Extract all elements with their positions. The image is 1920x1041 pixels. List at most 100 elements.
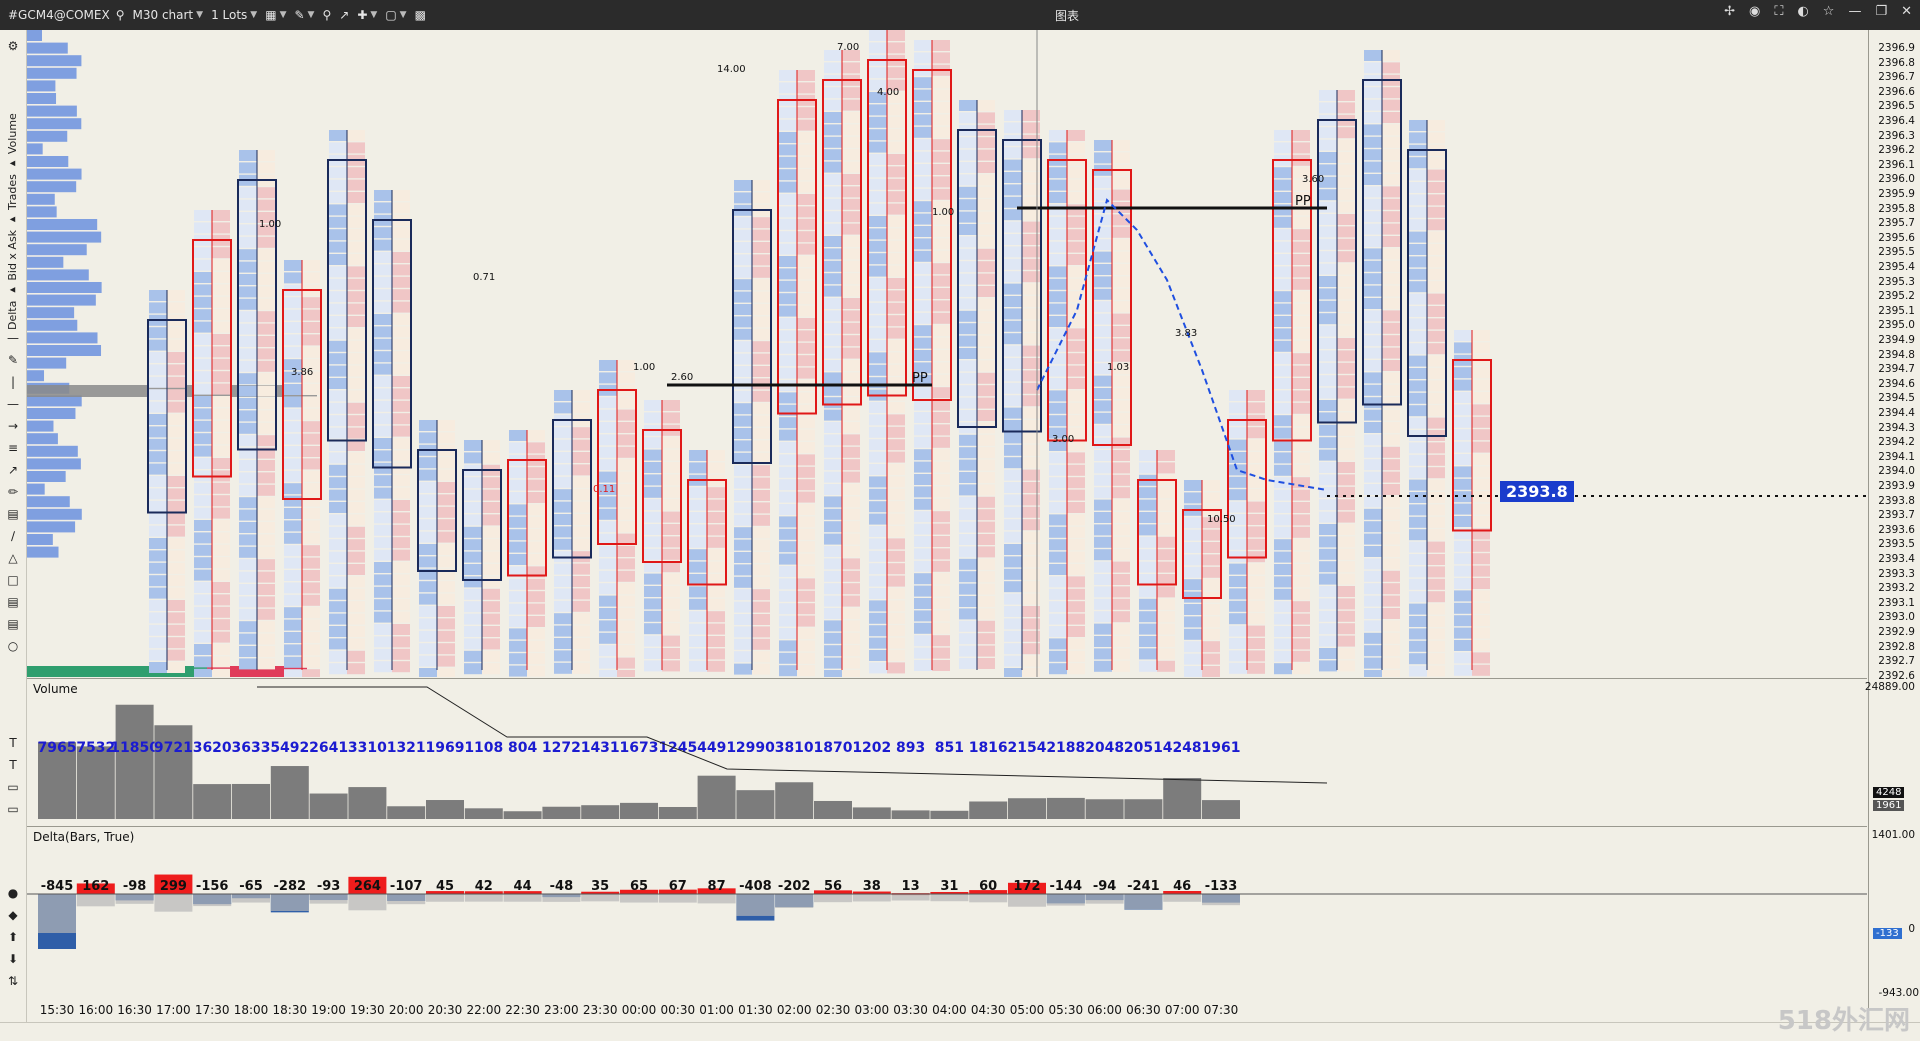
- ask-cell: [257, 298, 275, 310]
- rectangle-icon[interactable]: □: [7, 573, 19, 587]
- triangle-icon[interactable]: △: [8, 551, 18, 565]
- bid-cell: [779, 293, 797, 305]
- arrow-up-icon[interactable]: ⬆: [7, 930, 19, 944]
- trend-icon[interactable]: ↗: [7, 463, 19, 477]
- footprint-candle[interactable]: [372, 190, 412, 673]
- price-axis[interactable]: 2396.9 2396.8 2396.7 2396.6 2396.5 2396.4 2396…: [1865, 30, 1920, 1025]
- lots-selector[interactable]: 1 Lots ▼: [211, 8, 257, 22]
- footprint-candle[interactable]: [327, 130, 367, 675]
- text-icon[interactable]: T: [9, 736, 17, 750]
- footprint-candle[interactable]: [1362, 50, 1402, 681]
- fib-icon[interactable]: ≡: [7, 441, 19, 455]
- time-axis[interactable]: 15:30 16:00 16:30 17:00 17:30 18:00 18:30 19:00…: [27, 1000, 1867, 1022]
- ask-cell: [1247, 613, 1265, 625]
- bid-cell: [1094, 189, 1112, 201]
- footprint-candle[interactable]: [1317, 90, 1357, 672]
- price-tick: 2396.9: [1878, 42, 1915, 54]
- text-box-icon[interactable]: T: [9, 758, 17, 772]
- chart-type-selector[interactable]: M30 chart ▼: [133, 8, 204, 22]
- footprint-candle[interactable]: [417, 420, 457, 679]
- footprint-candle[interactable]: [822, 50, 862, 681]
- dot-icon[interactable]: ●: [7, 886, 19, 900]
- zoom-icon[interactable]: ⚲: [322, 8, 332, 22]
- footprint-candle[interactable]: [237, 150, 277, 670]
- footprint-candle[interactable]: [867, 30, 907, 674]
- template-icon[interactable]: ▢ ▼: [385, 8, 407, 22]
- ask-cell: [1247, 638, 1265, 649]
- sync-icon[interactable]: ✢: [1724, 4, 1735, 19]
- footprint-candle[interactable]: [1047, 130, 1087, 675]
- ask-cell: [1202, 517, 1220, 529]
- camera-icon[interactable]: ◉: [1748, 4, 1761, 19]
- pencil-icon[interactable]: ✎: [7, 353, 19, 367]
- footprint-candle[interactable]: [507, 430, 547, 677]
- sort-icon[interactable]: ⇅: [7, 974, 19, 988]
- bid-cell: [149, 624, 167, 636]
- arrow-right-icon[interactable]: →: [7, 419, 19, 433]
- footprint-candle[interactable]: [597, 360, 637, 681]
- channel-icon[interactable]: ∕: [10, 529, 16, 543]
- footprint-candle[interactable]: [1407, 120, 1447, 677]
- measure-icon[interactable]: ▤: [7, 507, 19, 521]
- arrow-down-icon[interactable]: ⬇: [7, 952, 19, 966]
- ask-cell: [257, 497, 275, 509]
- footprint-candle[interactable]: [1137, 450, 1177, 672]
- pin-icon[interactable]: ☆: [1822, 4, 1835, 19]
- volume-bar: [542, 806, 581, 819]
- ask-cell: [1112, 177, 1130, 189]
- footprint-candle[interactable]: [957, 100, 997, 670]
- bid-cell: [959, 248, 977, 260]
- footprint-candle[interactable]: [687, 450, 727, 672]
- footprint-candle[interactable]: [282, 260, 322, 681]
- symbol-selector[interactable]: #GCM4@COMEX ⚲: [8, 8, 125, 22]
- callout-icon[interactable]: ▭: [7, 802, 19, 816]
- fullscreen-icon[interactable]: ⛶: [1774, 4, 1784, 19]
- bid-cell: [1319, 573, 1337, 585]
- footprint-candle[interactable]: [1182, 480, 1222, 677]
- diamond-icon[interactable]: ◆: [8, 908, 18, 922]
- minimize-icon[interactable]: —: [1848, 4, 1862, 19]
- draw-tool-icon[interactable]: ✎ ▼: [294, 8, 315, 22]
- footprint-candle[interactable]: [1092, 140, 1132, 672]
- delta-pane[interactable]: Delta(Bars, True) -845 162 -98 299 -156 -65 -2…: [27, 826, 1867, 1016]
- footprint-candle[interactable]: [147, 290, 187, 673]
- chart-mode-tabs[interactable]: Delta ▸ Bid x Ask ▸ Trades ▸ Volume: [6, 113, 19, 330]
- search-icon[interactable]: ⚲: [115, 8, 125, 22]
- chart-settings-icon[interactable]: ▦ ▼: [265, 8, 287, 22]
- indicator-icon[interactable]: ↗: [339, 8, 350, 22]
- circle-icon[interactable]: ○: [7, 639, 19, 653]
- footprint-candle[interactable]: [777, 70, 817, 677]
- theme-icon[interactable]: ◐: [1797, 4, 1809, 19]
- footprint-candle[interactable]: [552, 390, 592, 674]
- footprint-candle[interactable]: [732, 180, 772, 675]
- vertical-line-icon[interactable]: |: [10, 375, 16, 389]
- ask-cell: [887, 364, 905, 376]
- footprint-chart-canvas[interactable]: 9463693581188217 LotsPPPP1.000.713.862.6…: [27, 30, 1867, 681]
- footprint-candle[interactable]: [1452, 330, 1492, 676]
- ask-cell: [482, 613, 500, 625]
- ray-icon[interactable]: —: [7, 397, 19, 411]
- brush-icon[interactable]: ✏: [7, 485, 19, 499]
- histogram-icon[interactable]: ▤: [7, 617, 19, 631]
- footprint-chart-pane[interactable]: 9463693581188217 LotsPPPP1.000.713.862.6…: [27, 30, 1867, 681]
- volume-pane[interactable]: Volume 7965 7532 11850 9721 3620 3633 5492 2641…: [27, 678, 1867, 825]
- footprint-candle[interactable]: [1002, 110, 1042, 679]
- footprint-candle[interactable]: [642, 400, 682, 672]
- ask-cell: [842, 273, 860, 285]
- footprint-candle[interactable]: [912, 40, 952, 671]
- footprint-candle[interactable]: [1227, 390, 1267, 674]
- ask-cell: [1202, 666, 1220, 677]
- delta-bar: [658, 889, 697, 894]
- restore-icon[interactable]: ❐: [1875, 4, 1888, 19]
- layout-icon[interactable]: ▩: [414, 8, 426, 22]
- footprint-candle[interactable]: [1272, 130, 1312, 675]
- close-icon[interactable]: ✕: [1901, 4, 1912, 19]
- gear-icon[interactable]: ⚙: [7, 39, 19, 53]
- label-icon[interactable]: ▭: [7, 780, 19, 794]
- ask-cell: [1427, 504, 1445, 516]
- footprint-candle[interactable]: [462, 440, 502, 675]
- footprint-candle[interactable]: [192, 210, 232, 680]
- horizontal-line-icon[interactable]: —: [7, 331, 19, 345]
- bars-icon[interactable]: ▤: [7, 595, 19, 609]
- crosshair-icon[interactable]: ✚ ▼: [357, 8, 378, 22]
